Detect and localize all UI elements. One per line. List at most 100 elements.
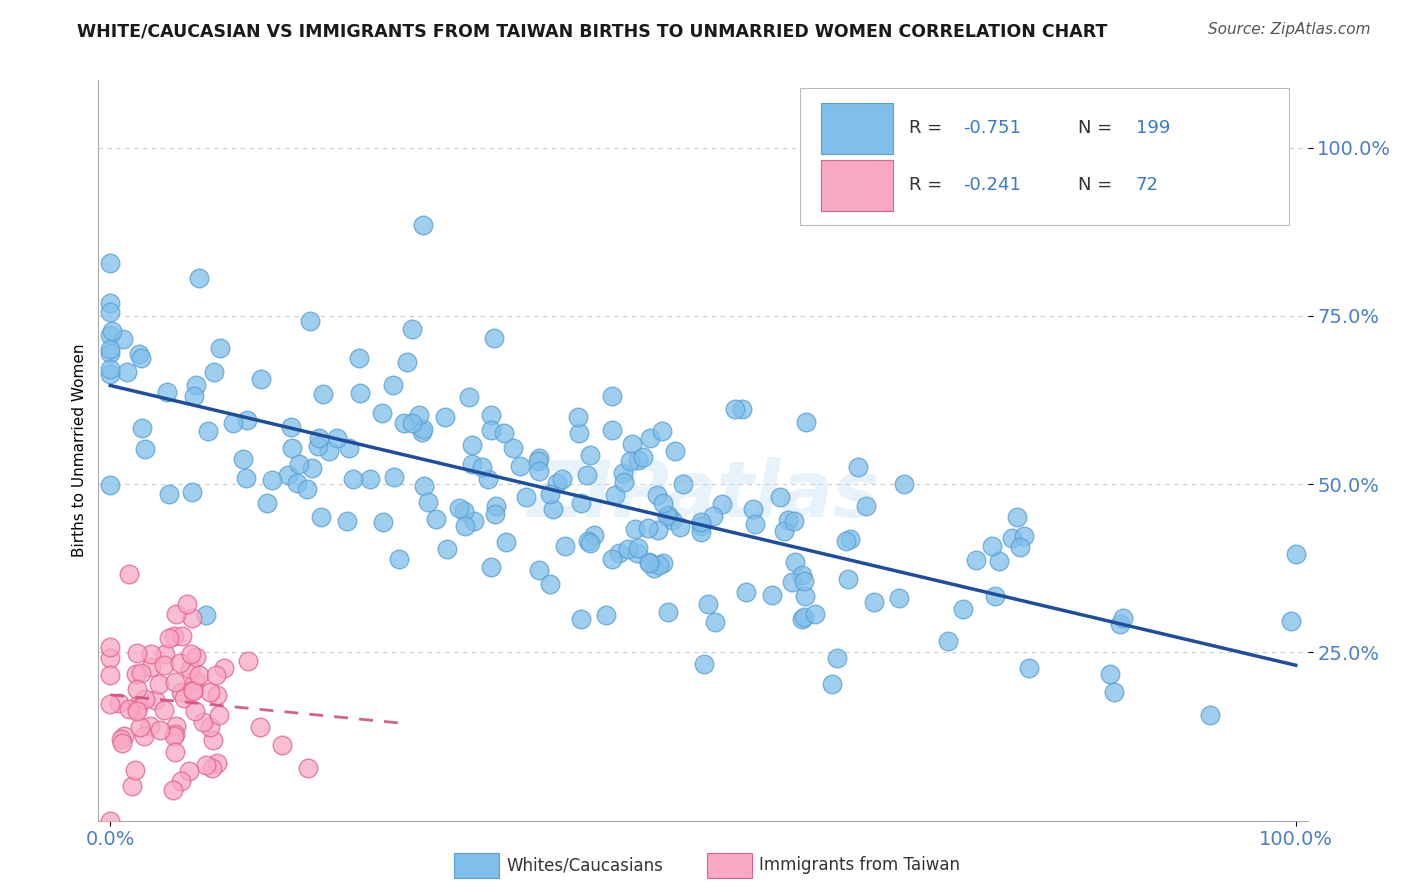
Point: [312, 387, 335, 401]
Point: [129, 665, 152, 680]
Point: [235, 471, 257, 485]
Point: [637, 521, 659, 535]
Point: [984, 589, 1007, 603]
Point: [837, 572, 859, 586]
Point: [184, 673, 207, 687]
Point: [479, 409, 502, 423]
Point: [554, 539, 576, 553]
Point: [139, 647, 162, 661]
Point: [647, 523, 669, 537]
Point: [1102, 685, 1125, 699]
Point: [651, 425, 673, 439]
Point: [157, 631, 180, 645]
Point: [735, 585, 758, 599]
Point: [793, 590, 815, 604]
Y-axis label: Births to Unmarried Women: Births to Unmarried Women: [72, 343, 87, 558]
Point: [1014, 529, 1036, 543]
Point: [118, 566, 141, 581]
Point: [98, 814, 121, 828]
Point: [98, 256, 121, 270]
Point: [181, 611, 204, 625]
Point: [541, 502, 564, 516]
Point: [1001, 531, 1024, 545]
Text: 199: 199: [1136, 120, 1170, 137]
Point: [207, 756, 229, 770]
Point: [772, 524, 794, 538]
Point: [855, 500, 877, 514]
Point: [672, 476, 695, 491]
Point: [492, 426, 515, 441]
Point: [436, 541, 458, 556]
Point: [134, 442, 156, 457]
Point: [637, 555, 659, 569]
Point: [180, 484, 202, 499]
Point: [458, 390, 481, 404]
Point: [152, 658, 174, 673]
Point: [165, 607, 187, 621]
FancyBboxPatch shape: [821, 103, 893, 154]
Point: [201, 761, 224, 775]
Point: [153, 703, 176, 717]
Point: [578, 536, 600, 550]
Point: [741, 501, 763, 516]
Point: [298, 314, 321, 328]
Point: [101, 324, 124, 338]
Point: [371, 406, 394, 420]
Point: [139, 719, 162, 733]
Point: [401, 322, 423, 336]
Point: [176, 597, 198, 611]
Point: [1010, 540, 1032, 554]
Point: [110, 736, 132, 750]
Point: [651, 556, 673, 570]
Point: [595, 608, 617, 623]
Point: [471, 460, 494, 475]
Point: [607, 546, 630, 560]
Point: [693, 657, 716, 671]
Point: [790, 612, 813, 626]
Point: [256, 496, 278, 510]
Point: [1005, 509, 1028, 524]
Point: [803, 607, 825, 621]
Point: [98, 478, 121, 492]
Point: [163, 674, 186, 689]
Point: [412, 218, 434, 232]
Point: [449, 501, 471, 516]
Point: [529, 563, 551, 577]
Point: [285, 475, 308, 490]
Point: [744, 516, 766, 531]
Point: [460, 438, 482, 452]
Text: WHITE/CAUCASIAN VS IMMIGRANTS FROM TAIWAN BIRTHS TO UNMARRIED WOMEN CORRELATION : WHITE/CAUCASIAN VS IMMIGRANTS FROM TAIWA…: [77, 22, 1108, 40]
Point: [170, 630, 193, 644]
Point: [125, 702, 148, 716]
Point: [569, 611, 592, 625]
Text: Source: ZipAtlas.com: Source: ZipAtlas.com: [1208, 22, 1371, 37]
Point: [835, 533, 858, 548]
Point: [202, 366, 225, 380]
Point: [184, 650, 207, 665]
Point: [134, 729, 156, 743]
Point: [170, 774, 193, 789]
Point: [111, 332, 134, 346]
Point: [461, 457, 484, 471]
Point: [637, 556, 659, 570]
Point: [655, 508, 678, 523]
Point: [761, 588, 783, 602]
Text: R =: R =: [908, 177, 948, 194]
Point: [793, 574, 815, 588]
Point: [98, 368, 121, 382]
Point: [768, 490, 790, 504]
Point: [208, 342, 231, 356]
Point: [1279, 614, 1302, 628]
Point: [638, 431, 661, 445]
Text: N =: N =: [1078, 120, 1118, 137]
Point: [125, 681, 148, 696]
Point: [143, 693, 166, 707]
Point: [952, 602, 974, 616]
Point: [1285, 547, 1308, 561]
Point: [125, 646, 148, 660]
Point: [980, 539, 1002, 553]
Point: [129, 351, 152, 366]
Point: [98, 342, 121, 356]
Point: [576, 534, 599, 549]
Point: [280, 420, 302, 434]
